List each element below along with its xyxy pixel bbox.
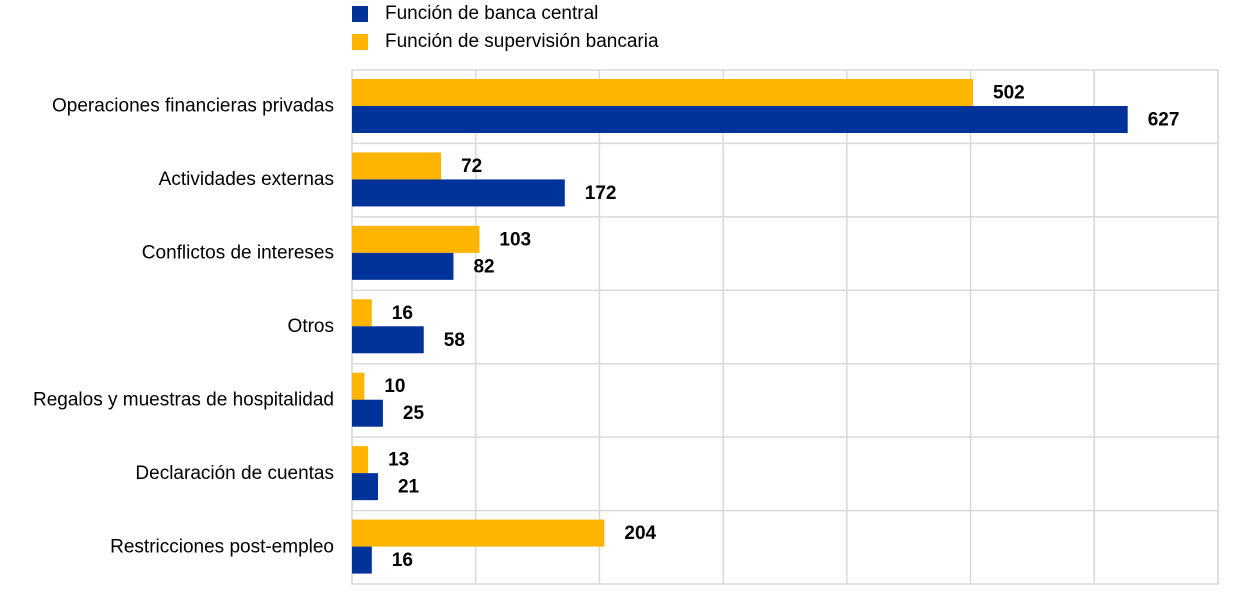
- bar: [352, 79, 974, 106]
- bar: [352, 546, 372, 574]
- value-label: 82: [473, 256, 494, 277]
- y-tick-label: Restricciones post-empleo: [110, 536, 334, 557]
- value-label: 627: [1148, 110, 1180, 131]
- value-label: 16: [392, 303, 413, 324]
- bar: [352, 225, 480, 253]
- value-label: 10: [384, 376, 405, 397]
- bar: [352, 446, 369, 474]
- bar: [352, 299, 372, 327]
- bar: [352, 106, 1128, 133]
- value-label: 58: [444, 330, 465, 351]
- value-label: 72: [461, 156, 482, 177]
- legend-swatch: [352, 6, 368, 22]
- value-label: 103: [499, 229, 531, 250]
- bar: [352, 326, 424, 354]
- plot-frame: [351, 69, 1219, 585]
- y-tick-label: Actividades externas: [159, 169, 334, 190]
- value-label: 502: [993, 83, 1025, 104]
- y-tick-label: Conflictos de intereses: [142, 243, 334, 264]
- bar: [352, 152, 442, 180]
- value-label: 204: [624, 523, 656, 544]
- y-tick-label: Otros: [288, 316, 334, 337]
- value-label: 172: [585, 183, 617, 204]
- legend-label: Función de supervisión bancaria: [385, 31, 659, 52]
- y-tick-label: Declaración de cuentas: [135, 463, 334, 484]
- value-label: 25: [403, 403, 425, 424]
- bar: [352, 252, 454, 280]
- legend-swatch: [352, 34, 368, 50]
- value-label: 13: [388, 450, 409, 471]
- bar: [352, 399, 383, 427]
- bar: [352, 372, 365, 400]
- value-label: 16: [392, 550, 413, 571]
- y-tick-label: Regalos y muestras de hospitalidad: [33, 389, 334, 410]
- value-label: 21: [398, 477, 420, 498]
- y-tick-label: Operaciones financieras privadas: [52, 96, 334, 117]
- bar: [352, 473, 378, 501]
- bar: [352, 179, 565, 207]
- bar: [352, 519, 605, 547]
- legend-label: Función de banca central: [385, 3, 598, 24]
